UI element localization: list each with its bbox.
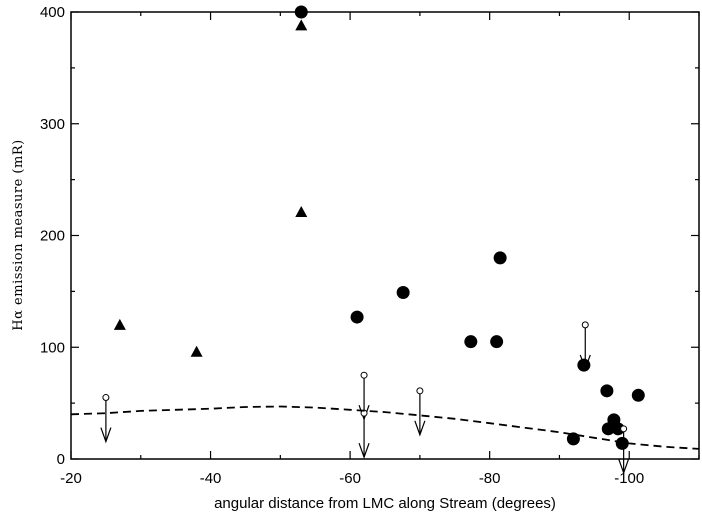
upper-limit-arrowhead: [618, 458, 630, 475]
model-curve: [70, 405, 700, 450]
y-tick-label: 100: [40, 339, 65, 356]
x-tick-label: -80: [479, 470, 501, 487]
data-point-circle: [396, 285, 410, 299]
upper-limit-arrowhead: [414, 420, 426, 437]
y-tick-label: 400: [40, 4, 65, 21]
chart-marks: -20 -40 -60 -80 -100 0 100 200 300 400: [40, 4, 700, 487]
upper-limit-arrowhead: [358, 442, 370, 459]
data-point-circle: [493, 251, 507, 265]
upper-limit-point: [581, 321, 589, 329]
data-point-circle: [294, 5, 308, 19]
y-tick-label: 200: [40, 228, 65, 245]
upper-limit-point: [102, 394, 110, 402]
data-point-circle: [490, 335, 504, 349]
upper-limit-arrowhead: [579, 354, 591, 371]
y-axis-title: Hα emission measure (mR): [11, 139, 26, 330]
data-point-circle: [631, 388, 645, 402]
data-point-circle: [600, 384, 614, 398]
data-point-triangle: [295, 19, 308, 31]
upper-limit-point: [620, 425, 628, 433]
y-tick-label: 300: [40, 116, 65, 133]
upper-limit-point: [416, 387, 424, 395]
data-point-circle: [615, 436, 629, 450]
x-tick-label: -40: [200, 470, 222, 487]
data-point-triangle: [113, 318, 126, 330]
upper-limit-arrowhead: [100, 427, 112, 444]
x-axis-title: angular distance from LMC along Stream (…: [214, 495, 556, 512]
data-point-circle: [611, 422, 625, 436]
data-point-circle: [464, 335, 478, 349]
y-tick-label: 0: [57, 451, 65, 468]
data-point-triangle: [190, 345, 203, 357]
upper-limit-point: [360, 371, 368, 379]
data-point-circle: [350, 310, 364, 324]
x-tick-label: -60: [339, 470, 361, 487]
x-tick-label: -20: [60, 470, 82, 487]
x-tick-label: -100: [614, 470, 644, 487]
data-point-triangle: [295, 206, 308, 218]
